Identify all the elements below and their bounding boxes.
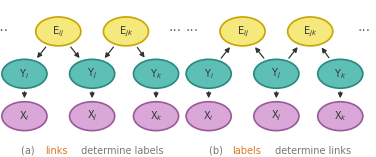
- Text: E$_{jk}$: E$_{jk}$: [119, 24, 133, 39]
- Ellipse shape: [288, 17, 333, 46]
- Ellipse shape: [70, 102, 115, 131]
- Ellipse shape: [186, 59, 231, 88]
- Text: X$_j$: X$_j$: [271, 109, 282, 123]
- Text: Y$_k$: Y$_k$: [150, 67, 162, 81]
- Text: Y$_i$: Y$_i$: [20, 67, 29, 81]
- Text: ···: ···: [168, 24, 181, 38]
- Ellipse shape: [133, 102, 179, 131]
- Text: E$_{ij}$: E$_{ij}$: [237, 24, 249, 39]
- Ellipse shape: [2, 59, 47, 88]
- Text: determine labels: determine labels: [77, 146, 163, 156]
- Ellipse shape: [318, 102, 363, 131]
- Text: Y$_k$: Y$_k$: [334, 67, 346, 81]
- Ellipse shape: [220, 17, 265, 46]
- Text: ···: ···: [358, 24, 370, 38]
- Text: labels: labels: [233, 146, 261, 156]
- Text: ···: ···: [185, 24, 198, 38]
- Text: Y$_j$: Y$_j$: [87, 67, 97, 81]
- Text: X$_i$: X$_i$: [203, 109, 214, 123]
- Ellipse shape: [103, 17, 149, 46]
- Text: E$_{ij}$: E$_{ij}$: [52, 24, 64, 39]
- Ellipse shape: [186, 102, 231, 131]
- Text: X$_j$: X$_j$: [87, 109, 97, 123]
- Text: ···: ···: [0, 24, 8, 38]
- Ellipse shape: [36, 17, 81, 46]
- Ellipse shape: [2, 102, 47, 131]
- Ellipse shape: [70, 59, 115, 88]
- Ellipse shape: [254, 59, 299, 88]
- Text: X$_k$: X$_k$: [150, 109, 162, 123]
- Text: Y$_j$: Y$_j$: [271, 67, 281, 81]
- Text: determine links: determine links: [271, 146, 351, 156]
- Text: (b): (b): [209, 146, 226, 156]
- Ellipse shape: [133, 59, 179, 88]
- Text: links: links: [45, 146, 67, 156]
- Text: X$_k$: X$_k$: [334, 109, 347, 123]
- Text: X$_i$: X$_i$: [19, 109, 30, 123]
- Ellipse shape: [318, 59, 363, 88]
- Text: (a): (a): [21, 146, 38, 156]
- Text: Y$_i$: Y$_i$: [204, 67, 214, 81]
- Text: E$_{jk}$: E$_{jk}$: [303, 24, 317, 39]
- Ellipse shape: [254, 102, 299, 131]
